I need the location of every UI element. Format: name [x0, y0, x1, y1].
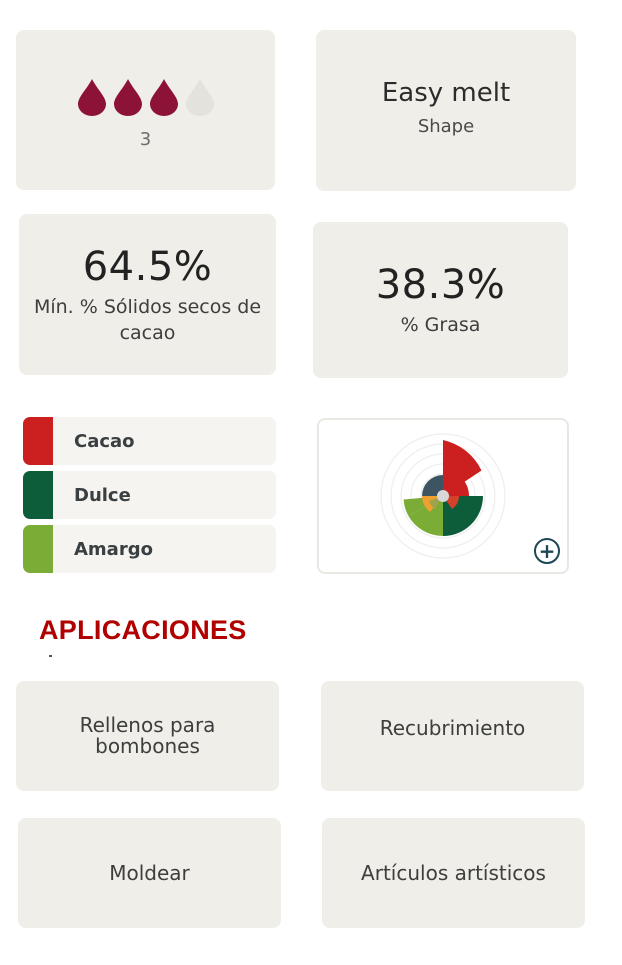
wedge-slate	[422, 475, 443, 496]
application-label: Rellenos para bombones	[79, 713, 216, 758]
fluidity-card: 3	[16, 30, 275, 190]
shape-label: Shape	[417, 116, 475, 137]
fluidity-value: 3	[139, 128, 152, 150]
drop-empty-icon	[185, 78, 214, 116]
flavor-item-dulce: Dulce	[23, 471, 276, 519]
fat-card: 38.3% % Grasa	[313, 222, 568, 378]
fat-value: 38.3%	[375, 262, 506, 308]
application-moldear: Moldear	[18, 818, 281, 928]
flavor-item-cacao: Cacao	[23, 417, 276, 465]
application-label: Moldear	[109, 860, 190, 885]
cocoa-solids-value: 64.5%	[82, 243, 213, 290]
wheel-center	[437, 490, 449, 502]
fluidity-drops	[76, 77, 216, 117]
flavor-wheel-chart	[380, 433, 506, 559]
application-recubrimiento: Recubrimiento	[321, 681, 584, 791]
shape-value: Easy melt	[381, 78, 511, 108]
fat-label: % Grasa	[400, 314, 481, 336]
drop-filled-icon	[113, 78, 142, 116]
flavor-swatch-dulce	[23, 471, 53, 519]
applications-heading: APLICACIONES	[39, 615, 247, 645]
flavor-wheel-card[interactable]: +	[317, 418, 569, 574]
flavor-swatch-amargo	[23, 525, 53, 573]
flavor-item-amargo: Amargo	[23, 525, 276, 573]
heading-tick-mark	[49, 655, 52, 657]
application-rellenos-para-bombones: Rellenos para bombones	[16, 681, 279, 791]
cocoa-solids-card: 64.5% Mín. % Sólidos secos de cacao	[19, 214, 276, 375]
flavor-label: Cacao	[74, 430, 135, 452]
application-articulos-artisticos: Artículos artísticos	[322, 818, 585, 928]
flavor-label: Dulce	[74, 484, 131, 506]
flavor-swatch-cacao	[23, 417, 53, 465]
plus-circle-icon[interactable]: +	[534, 538, 560, 564]
wedge-cacao-inner	[443, 470, 469, 496]
shape-card: Easy melt Shape	[316, 30, 576, 191]
flavor-label: Amargo	[74, 538, 153, 560]
application-label: Recubrimiento	[379, 716, 526, 740]
drop-filled-icon	[149, 78, 178, 116]
drop-filled-icon	[77, 78, 106, 116]
cocoa-solids-label: Mín. % Sólidos secos de cacao	[33, 295, 262, 344]
application-label: Artículos artísticos	[361, 860, 546, 885]
